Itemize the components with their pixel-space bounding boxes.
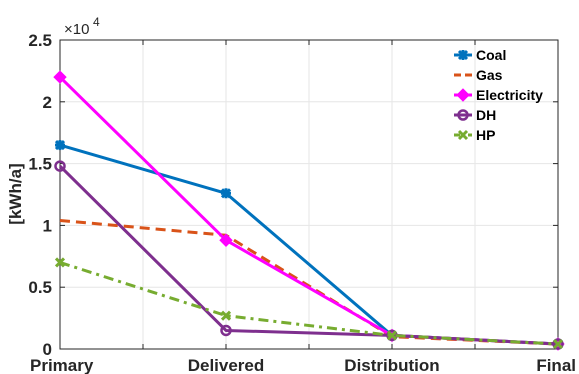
legend-label-hp: HP (476, 127, 495, 143)
data-point-electricity (219, 233, 233, 247)
series-line-hp (59, 261, 559, 346)
y-tick-label: 1 (43, 216, 52, 235)
series-hp (54, 257, 564, 350)
data-point-hp (386, 330, 398, 341)
legend-label-coal: Coal (476, 47, 506, 63)
legend-item-hp: HP (454, 127, 495, 143)
series-gas (59, 218, 559, 346)
legend-item-coal: Coal (454, 47, 506, 63)
x-tick-label: Final (536, 356, 576, 374)
y-exponent-base: ×10 (64, 21, 89, 38)
data-point-dh (220, 324, 232, 337)
series-layer (53, 70, 565, 351)
y-tick-label: 2.5 (28, 31, 52, 50)
data-point-dh (54, 160, 66, 172)
data-point-hp (54, 257, 66, 268)
data-point-hp (220, 310, 232, 321)
axis-ticks: 0 0.5 1 1.5 2 2.5 Primary Delivered Distribution… (28, 31, 576, 374)
x-stroke (386, 330, 398, 341)
x-tick-label: Distribution (344, 356, 439, 374)
legend-label-electricity: Electricity (476, 87, 543, 103)
data-point-dh (552, 338, 564, 350)
legend-marker-electricity (456, 88, 470, 102)
asterisk-stroke (457, 49, 469, 61)
data-point-coal (54, 139, 66, 151)
series-line-gas (59, 218, 559, 346)
y-tick-label: 0 (43, 340, 52, 359)
asterisk-stroke (54, 139, 66, 151)
x-stroke (54, 257, 66, 268)
data-point-hp (552, 338, 564, 350)
legend-label-gas: Gas (476, 67, 503, 83)
x-tick-label: Delivered (188, 356, 265, 374)
y-tick-label: 2 (43, 93, 52, 112)
legend-marker-hp (457, 129, 469, 141)
legend-item-electricity: Electricity (454, 87, 543, 103)
asterisk-stroke (220, 188, 232, 199)
y-exponent-power: 4 (93, 15, 100, 29)
series-line-dh (58, 165, 559, 346)
y-axis-label: [kWh/a] (6, 163, 25, 224)
legend-label-dh: DH (476, 107, 496, 123)
legend-item-gas: Gas (454, 67, 503, 83)
y-tick-label: 1.5 (28, 155, 52, 174)
x-stroke (552, 338, 564, 350)
legend: Coal Gas Electricity DH HP (454, 47, 543, 143)
legend-item-dh: DH (454, 107, 496, 123)
data-point-coal (220, 188, 232, 199)
data-point-electricity (53, 70, 67, 84)
x-stroke (220, 310, 232, 321)
x-tick-label: Primary (30, 356, 94, 374)
legend-marker-coal (457, 49, 469, 61)
legend-marker-dh (457, 109, 469, 121)
y-tick-label: 0.5 (28, 278, 52, 297)
x-stroke (457, 129, 469, 141)
